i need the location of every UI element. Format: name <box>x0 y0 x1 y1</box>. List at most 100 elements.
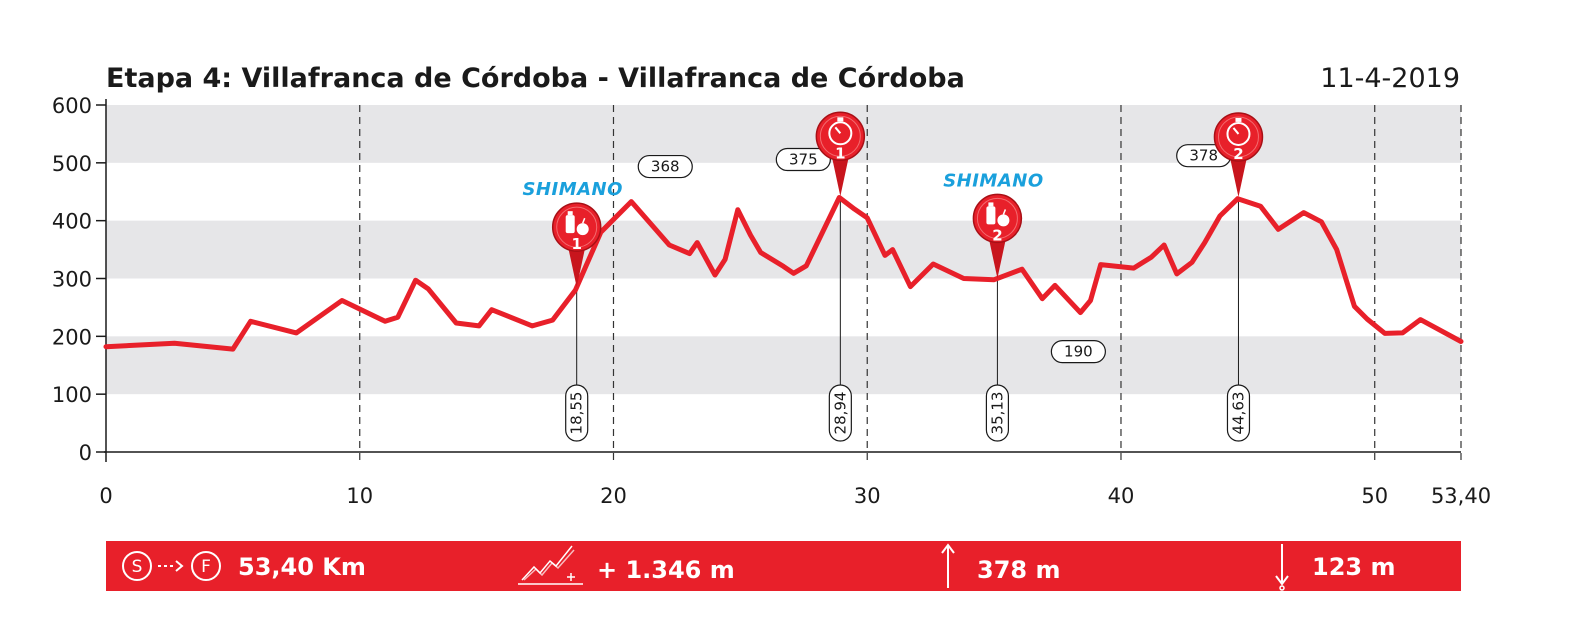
apple-shape <box>576 223 589 236</box>
marker-stems: 18,55 28,94 35,13 44,63 <box>565 198 1251 442</box>
grid-band <box>106 336 1461 395</box>
stopwatch-hand <box>834 126 842 134</box>
altitude-bubble: 368 <box>637 154 693 179</box>
profile-line <box>103 195 1464 352</box>
stopwatch-hand <box>1232 127 1240 135</box>
marker-pin-tail <box>1229 154 1248 197</box>
start-finish-icon: S F <box>122 551 221 581</box>
x-tick-label: 40 <box>1108 484 1135 508</box>
x-tick-label: 20 <box>600 484 627 508</box>
altitude-labels: 368 375 190 378 <box>637 144 1232 364</box>
altitude-bubble-label: 375 <box>789 151 818 169</box>
marker-pin-tail <box>988 236 1007 279</box>
marker-pin-head <box>972 193 1023 244</box>
km-bubble-label: 18,55 <box>568 392 586 435</box>
bottle-apple-icon <box>986 202 1010 227</box>
x-tick-labels: 0 10 20 30 40 50 53,40 <box>99 484 1491 508</box>
marker-pin-tail <box>831 154 850 197</box>
stopwatch-crown <box>1235 117 1242 122</box>
min-altitude-icon <box>1275 544 1289 591</box>
markers: 1 SHIMANO 1 2 SHIMANO 2 <box>522 111 1264 288</box>
km-bubble-frame <box>565 384 589 442</box>
y-tick-label: 600 <box>52 94 92 118</box>
km-bubble-label: 28,94 <box>831 392 849 435</box>
apple-stem <box>582 217 586 224</box>
shimano-logo: SHIMANO <box>943 170 1043 191</box>
max-altitude-value: 378 m <box>977 556 1060 584</box>
marker-pin-ring <box>819 115 861 157</box>
x-tick-label: 0 <box>99 484 112 508</box>
marker-pin-ring <box>1217 116 1259 158</box>
km-bubble-frame <box>985 384 1010 442</box>
y-tick-label: 100 <box>52 383 92 407</box>
start-letter: S <box>132 557 143 577</box>
y-tick-label: 500 <box>52 152 92 176</box>
altitude-bubble: 375 <box>775 147 831 172</box>
apple-shape <box>997 214 1010 227</box>
km-bubble: 44,63 <box>1226 384 1251 442</box>
km-bubble-frame <box>828 384 852 442</box>
climb-value: + 1.346 m <box>597 556 735 584</box>
x-tick-label: 53,40 <box>1431 484 1491 508</box>
bottle-cap <box>567 211 573 216</box>
km-bubble-frame <box>1226 384 1251 442</box>
shimano-logo: SHIMANO <box>522 179 622 200</box>
y-tick-label: 200 <box>52 325 92 349</box>
stopwatch-dial <box>1226 121 1251 146</box>
bottle-shape <box>986 206 996 225</box>
marker-number: 1 <box>835 144 845 162</box>
chart-title: Etapa 4: Villafranca de Córdoba - Villaf… <box>106 63 965 94</box>
climb-icon <box>518 545 583 585</box>
apple-stem <box>1002 209 1007 215</box>
summary-background <box>106 541 1461 591</box>
km-bubble-label: 35,13 <box>988 392 1006 435</box>
altitude-bubble-label: 190 <box>1064 343 1093 361</box>
stopwatch-dial <box>828 121 853 146</box>
grid-band <box>106 220 1461 279</box>
altitude-bubble: 190 <box>1050 340 1106 364</box>
stopwatch-icon <box>1226 117 1251 146</box>
min-altitude-value: 123 m <box>1312 553 1395 581</box>
finish-letter: F <box>201 557 211 577</box>
altitude-bubble-frame <box>1050 340 1106 364</box>
stage-date: 11-4-2019 <box>1320 63 1460 94</box>
stopwatch-icon <box>828 117 853 146</box>
x-tick-label: 10 <box>346 484 373 508</box>
bottle-apple-icon <box>565 211 589 236</box>
elevation-profile <box>103 195 1464 352</box>
km-bubble-label: 44,63 <box>1229 392 1247 435</box>
marker-number: 2 <box>1233 145 1243 163</box>
summary-bar: S F 53,40 Km + 1.346 m 378 m 123 m <box>106 541 1461 591</box>
altitude-bubble-frame <box>775 147 831 172</box>
km-bubble: 28,94 <box>828 384 852 442</box>
marker-pin-head <box>551 202 602 252</box>
marker-pin-ring <box>556 206 598 248</box>
x-tick-label: 50 <box>1361 484 1388 508</box>
feed-zone-marker: 2 SHIMANO <box>943 170 1043 279</box>
feed-zone-marker: 1 SHIMANO <box>522 179 622 288</box>
bottle-shape <box>565 215 575 234</box>
altitude-bubble-label: 368 <box>651 158 680 176</box>
marker-number: 1 <box>571 235 581 253</box>
stopwatch-crown <box>837 117 844 122</box>
sprint-marker: 1 <box>815 111 866 197</box>
y-tick-label: 300 <box>52 268 92 292</box>
altitude-bubble-frame <box>637 154 693 179</box>
altitude-bubble-label: 378 <box>1189 147 1218 165</box>
marker-pin-tail <box>567 245 586 288</box>
marker-pin-head <box>815 111 866 162</box>
sprint-marker: 2 <box>1213 112 1264 197</box>
axes <box>104 99 1461 462</box>
bottle-cap <box>988 202 994 207</box>
y-tick-label: 400 <box>52 210 92 234</box>
marker-number: 2 <box>992 226 1002 244</box>
max-altitude-icon <box>941 543 955 588</box>
altitude-bubble: 378 <box>1176 144 1232 168</box>
distance-value: 53,40 Km <box>238 553 366 581</box>
marker-pin-ring <box>976 197 1018 239</box>
km-bubble: 35,13 <box>985 384 1010 442</box>
marker-pin-head <box>1213 112 1264 162</box>
x-tick-label: 30 <box>854 484 881 508</box>
km-bubble: 18,55 <box>565 384 589 442</box>
